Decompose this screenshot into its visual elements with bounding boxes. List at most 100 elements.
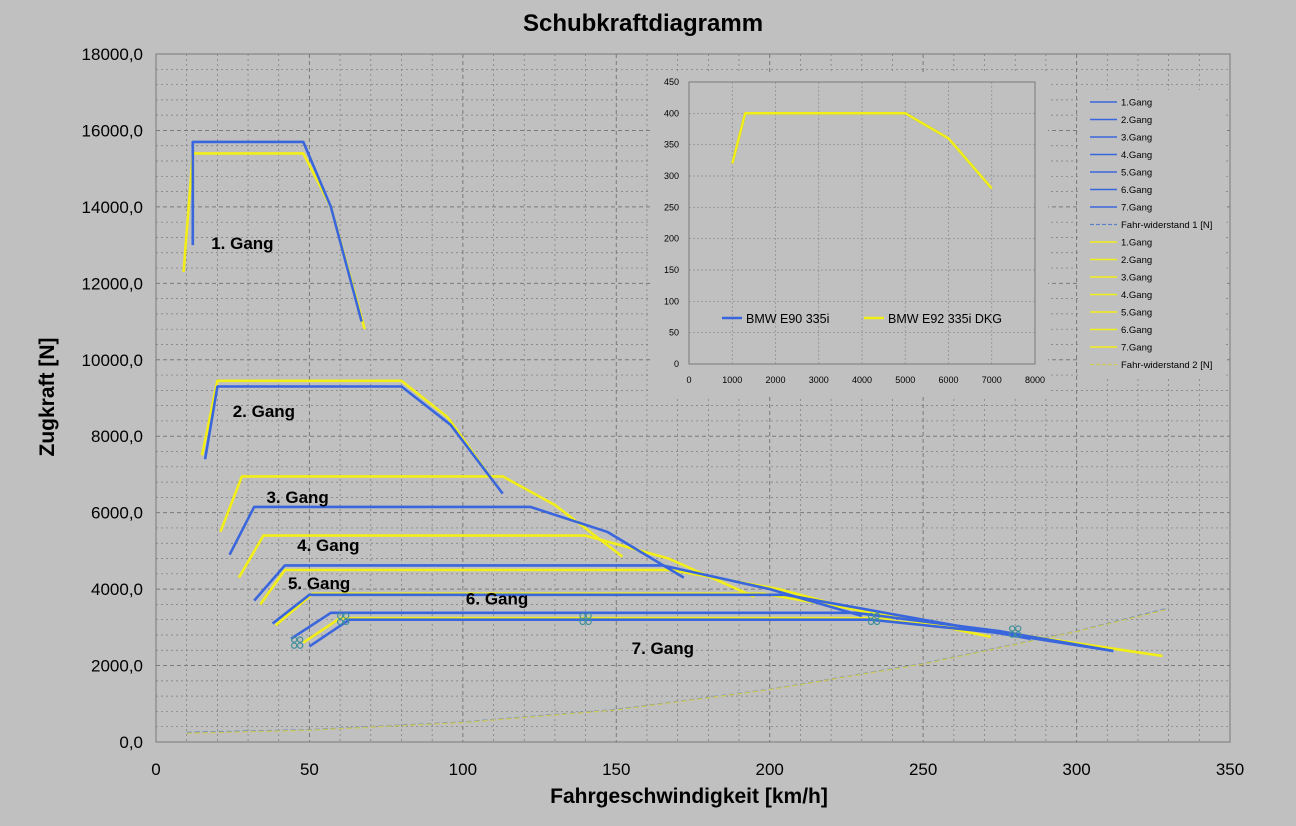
inset-y-tick-label: 0 bbox=[674, 359, 679, 369]
legend-label: 6.Gang bbox=[1121, 325, 1152, 336]
inset-y-tick-label: 150 bbox=[664, 265, 679, 275]
y-tick-label: 8000,0 bbox=[91, 427, 143, 446]
series-markers bbox=[290, 612, 1022, 649]
gear-annotation: 2. Gang bbox=[233, 402, 295, 421]
series-marker bbox=[579, 618, 586, 626]
series-marker bbox=[342, 618, 350, 626]
gear-annotation: 1. Gang bbox=[211, 234, 273, 253]
series-marker bbox=[290, 642, 298, 649]
inset-x-tick-label: 6000 bbox=[938, 375, 958, 385]
series-marker bbox=[1015, 631, 1022, 638]
series-marker bbox=[336, 612, 344, 620]
series-marker bbox=[1009, 631, 1016, 638]
legend-label: 7.Gang bbox=[1121, 203, 1152, 214]
legend-label: 3.Gang bbox=[1121, 273, 1152, 284]
x-tick-label: 300 bbox=[1062, 760, 1090, 779]
grid bbox=[155, 53, 1231, 743]
y-tick-label: 10000,0 bbox=[82, 351, 143, 370]
legend-label: 2.Gang bbox=[1121, 255, 1152, 266]
inset-x-tick-label: 4000 bbox=[852, 375, 872, 385]
x-tick-label: 100 bbox=[449, 760, 477, 779]
series-line-blue-1 bbox=[203, 385, 504, 495]
gear-annotation: 5. Gang bbox=[288, 574, 350, 593]
inset-x-tick-label: 7000 bbox=[982, 375, 1002, 385]
series-marker bbox=[873, 618, 881, 626]
gear-annotations: 1. Gang 2. Gang 3. Gang 4. Gang 5. Gang 6. Ga… bbox=[211, 234, 694, 658]
x-tick-label: 200 bbox=[756, 760, 784, 779]
inset-y-tick-label: 50 bbox=[669, 328, 679, 338]
legend-label: 1.Gang bbox=[1121, 238, 1152, 249]
legend-label: 7.Gang bbox=[1121, 343, 1152, 354]
y-tick-label: 18000,0 bbox=[82, 45, 143, 64]
y-axis-label: Zugkraft [N] bbox=[36, 338, 59, 457]
x-tick-label: 150 bbox=[602, 760, 630, 779]
legend-label: 5.Gang bbox=[1121, 168, 1152, 179]
series-line-yellow_dashed-15 bbox=[186, 608, 1169, 734]
gear-annotation: 7. Gang bbox=[632, 639, 694, 658]
inset-y-tick-label: 350 bbox=[664, 140, 679, 150]
inset-y-tick-label: 100 bbox=[664, 296, 679, 306]
series-marker bbox=[585, 618, 592, 626]
series-marker bbox=[296, 636, 304, 643]
series-line-blue-0 bbox=[191, 140, 363, 322]
inset-legend-label: BMW E90 335i bbox=[746, 312, 829, 326]
inset-x-tick-label: 8000 bbox=[1025, 375, 1045, 385]
inset-y-tick-label: 300 bbox=[664, 171, 679, 181]
series-lines bbox=[182, 140, 1169, 734]
legend-label: 6.Gang bbox=[1121, 185, 1152, 196]
legend-box bbox=[1080, 90, 1225, 378]
series-marker bbox=[1015, 625, 1022, 632]
x-tick-labels: 0 50 100 150 200 250 300 350 bbox=[151, 760, 1244, 779]
series-marker bbox=[579, 612, 586, 620]
y-tick-label: 0,0 bbox=[119, 733, 143, 752]
gear-annotation: 6. Gang bbox=[466, 589, 528, 608]
series-line-yellow-11 bbox=[237, 534, 755, 598]
y-tick-label: 16000,0 bbox=[82, 121, 143, 140]
series-marker bbox=[867, 612, 875, 620]
inset-series-line-1 bbox=[731, 112, 993, 190]
series-marker bbox=[1009, 625, 1016, 632]
series-marker bbox=[585, 612, 592, 620]
x-tick-label: 350 bbox=[1216, 760, 1244, 779]
legend-label: Fahr-widerstand 2 [N] bbox=[1121, 360, 1212, 371]
y-tick-label: 14000,0 bbox=[82, 198, 143, 217]
series-marker bbox=[336, 618, 344, 626]
legend-label: 4.Gang bbox=[1121, 290, 1152, 301]
series-marker bbox=[290, 636, 298, 643]
inset-x-tick-label: 2000 bbox=[765, 375, 785, 385]
series-marker bbox=[296, 642, 304, 649]
y-tick-label: 6000,0 bbox=[91, 504, 143, 523]
inset-x-tick-label: 1000 bbox=[722, 375, 742, 385]
series-marker bbox=[873, 612, 881, 620]
x-tick-label: 0 bbox=[151, 760, 160, 779]
inset-y-tick-label: 400 bbox=[664, 108, 679, 118]
x-axis-label: Fahrgeschwindigkeit [km/h] bbox=[550, 785, 828, 808]
gear-annotation: 3. Gang bbox=[266, 488, 328, 507]
inset-x-tick-label: 3000 bbox=[809, 375, 829, 385]
series-marker bbox=[867, 618, 875, 626]
y-tick-labels: 0,0 2000,0 4000,0 6000,0 8000,0 10000,0 12000,… bbox=[82, 45, 143, 752]
gear-annotation: 4. Gang bbox=[297, 536, 359, 555]
x-tick-label: 250 bbox=[909, 760, 937, 779]
series-line-blue-2 bbox=[228, 505, 685, 579]
inset-series-lines bbox=[731, 112, 993, 190]
inset-plot-area bbox=[688, 81, 1036, 365]
legend-label: 2.Gang bbox=[1121, 115, 1152, 126]
y-tick-label: 4000,0 bbox=[91, 580, 143, 599]
y-tick-label: 2000,0 bbox=[91, 657, 143, 676]
legend-label: 1.Gang bbox=[1121, 98, 1152, 109]
inset-y-tick-label: 450 bbox=[664, 77, 679, 87]
legend-label: Fahr-widerstand 1 [N] bbox=[1121, 220, 1212, 231]
legend-label: 5.Gang bbox=[1121, 308, 1152, 319]
series-marker bbox=[342, 612, 350, 620]
inset-y-tick-label: 200 bbox=[664, 234, 679, 244]
chart-title: Schubkraftdiagramm bbox=[523, 10, 763, 37]
inset-panel bbox=[650, 72, 1048, 396]
inset-legend-label: BMW E92 335i DKG bbox=[888, 312, 1002, 326]
inset-legend: BMW E90 335i BMW E92 335i DKG bbox=[722, 312, 1002, 326]
legend-label: 3.Gang bbox=[1121, 133, 1152, 144]
x-tick-label: 50 bbox=[300, 760, 319, 779]
inset-x-tick-label: 5000 bbox=[895, 375, 915, 385]
